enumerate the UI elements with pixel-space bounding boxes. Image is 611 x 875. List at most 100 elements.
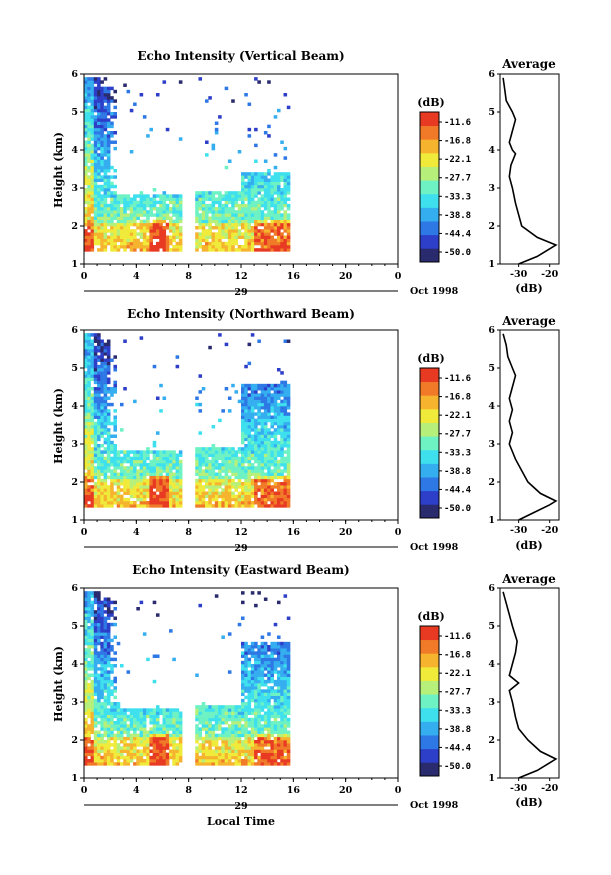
heatmap-cell <box>221 727 225 731</box>
day-label: 29 <box>234 801 248 812</box>
heatmap-cell <box>103 358 108 362</box>
heatmap-cell <box>152 759 157 763</box>
heatmap-cell <box>119 708 124 712</box>
heatmap-cell <box>247 200 252 205</box>
heatmap-cell <box>119 497 124 502</box>
heatmap-cell <box>175 501 180 505</box>
heatmap-cell <box>84 743 88 747</box>
heatmap-cell <box>263 216 268 220</box>
heatmap-cell <box>214 755 219 760</box>
heatmap-cell <box>97 153 101 157</box>
colorbar-swatch <box>420 477 439 485</box>
heatmap-cell <box>273 153 278 157</box>
heatmap-cell <box>214 232 219 236</box>
heatmap-cell <box>208 210 212 214</box>
heatmap-cell <box>97 156 101 160</box>
heatmap-cell <box>175 724 180 728</box>
heatmap-cell <box>113 491 118 495</box>
heatmap-cell <box>126 475 131 480</box>
heatmap-cell <box>254 437 258 442</box>
heatmap-cell <box>247 229 252 233</box>
heatmap-cell <box>227 733 232 738</box>
heatmap-cell <box>90 229 95 233</box>
heatmap-cell <box>254 727 258 731</box>
heatmap-cell <box>87 238 91 243</box>
heatmap-cell <box>159 485 163 489</box>
heatmap-cell <box>97 616 101 620</box>
heatmap-cell <box>263 721 268 725</box>
heatmap-cell <box>106 188 111 192</box>
heatmap-cell <box>87 184 91 189</box>
heatmap-cell <box>267 459 271 464</box>
colorbar-tick-label: -38.8 <box>444 211 471 221</box>
heatmap-cell <box>250 421 255 426</box>
heatmap-cell <box>93 488 98 492</box>
heatmap-cell <box>162 759 167 763</box>
heatmap-cell <box>106 613 111 617</box>
heatmap-cell <box>214 740 219 744</box>
heatmap-cell <box>165 222 170 227</box>
heatmap-cell <box>280 670 284 674</box>
heatmap-cell <box>241 676 245 681</box>
heatmap-cell <box>103 245 108 249</box>
heatmap-cell <box>93 434 98 438</box>
heatmap-cell <box>267 463 271 467</box>
heatmap-cell <box>133 456 137 461</box>
heatmap-cell <box>169 717 173 722</box>
heatmap-cell <box>250 241 255 246</box>
heatmap-cell <box>162 469 167 473</box>
heatmap-cell <box>218 736 222 741</box>
heatmap-cell <box>205 705 209 709</box>
heatmap-cell <box>87 406 91 410</box>
heatmap-cell <box>247 102 252 106</box>
heatmap-cell <box>250 673 255 677</box>
heatmap-cell <box>116 727 121 731</box>
heatmap-cell <box>195 752 199 757</box>
heatmap-cell <box>172 762 176 766</box>
heatmap-cell <box>87 86 91 91</box>
heatmap-cell <box>106 641 111 646</box>
heatmap-cell <box>244 207 248 211</box>
heatmap-cell <box>106 210 111 214</box>
heatmap-cell <box>133 727 137 731</box>
heatmap-cell <box>93 178 98 182</box>
heatmap-cell <box>110 248 114 252</box>
heatmap-cell <box>84 83 88 87</box>
heatmap-cell <box>169 721 173 725</box>
heatmap-cell <box>97 355 101 359</box>
heatmap-cell <box>93 146 98 151</box>
heatmap-cell <box>283 727 288 731</box>
heatmap-cell <box>214 131 219 135</box>
heatmap-cell <box>162 733 167 738</box>
heatmap-cell <box>250 762 255 766</box>
heatmap-cell <box>97 377 101 381</box>
heatmap-cell <box>103 459 108 464</box>
heatmap-cell <box>100 105 104 110</box>
heatmap-cell <box>241 743 245 747</box>
heatmap-cell <box>113 695 118 700</box>
heatmap-cell <box>162 194 167 198</box>
heatmap-cell <box>133 755 137 760</box>
heatmap-cell <box>100 124 104 129</box>
heatmap-cell <box>123 488 127 492</box>
heatmap-cell <box>254 235 258 239</box>
heatmap-cell <box>113 197 118 201</box>
avg-y-tick-label: 2 <box>488 221 495 232</box>
heatmap-cell <box>227 241 232 246</box>
heatmap-cell <box>139 730 144 734</box>
heatmap-cell <box>247 733 252 738</box>
heatmap-cell <box>280 657 284 662</box>
heatmap-cell <box>106 459 111 464</box>
heatmap-cell <box>133 504 137 508</box>
colorbar-swatch <box>420 694 439 702</box>
heatmap-cell <box>267 730 271 734</box>
heatmap-cell <box>100 184 104 189</box>
heatmap-cell <box>106 415 111 419</box>
heatmap-cell <box>155 705 160 709</box>
heatmap-cell <box>152 248 157 252</box>
heatmap-cell <box>97 339 101 343</box>
heatmap-cell <box>90 181 95 186</box>
heatmap-cell <box>103 352 108 356</box>
heatmap-cell <box>93 705 98 709</box>
heatmap-cell <box>201 194 206 198</box>
